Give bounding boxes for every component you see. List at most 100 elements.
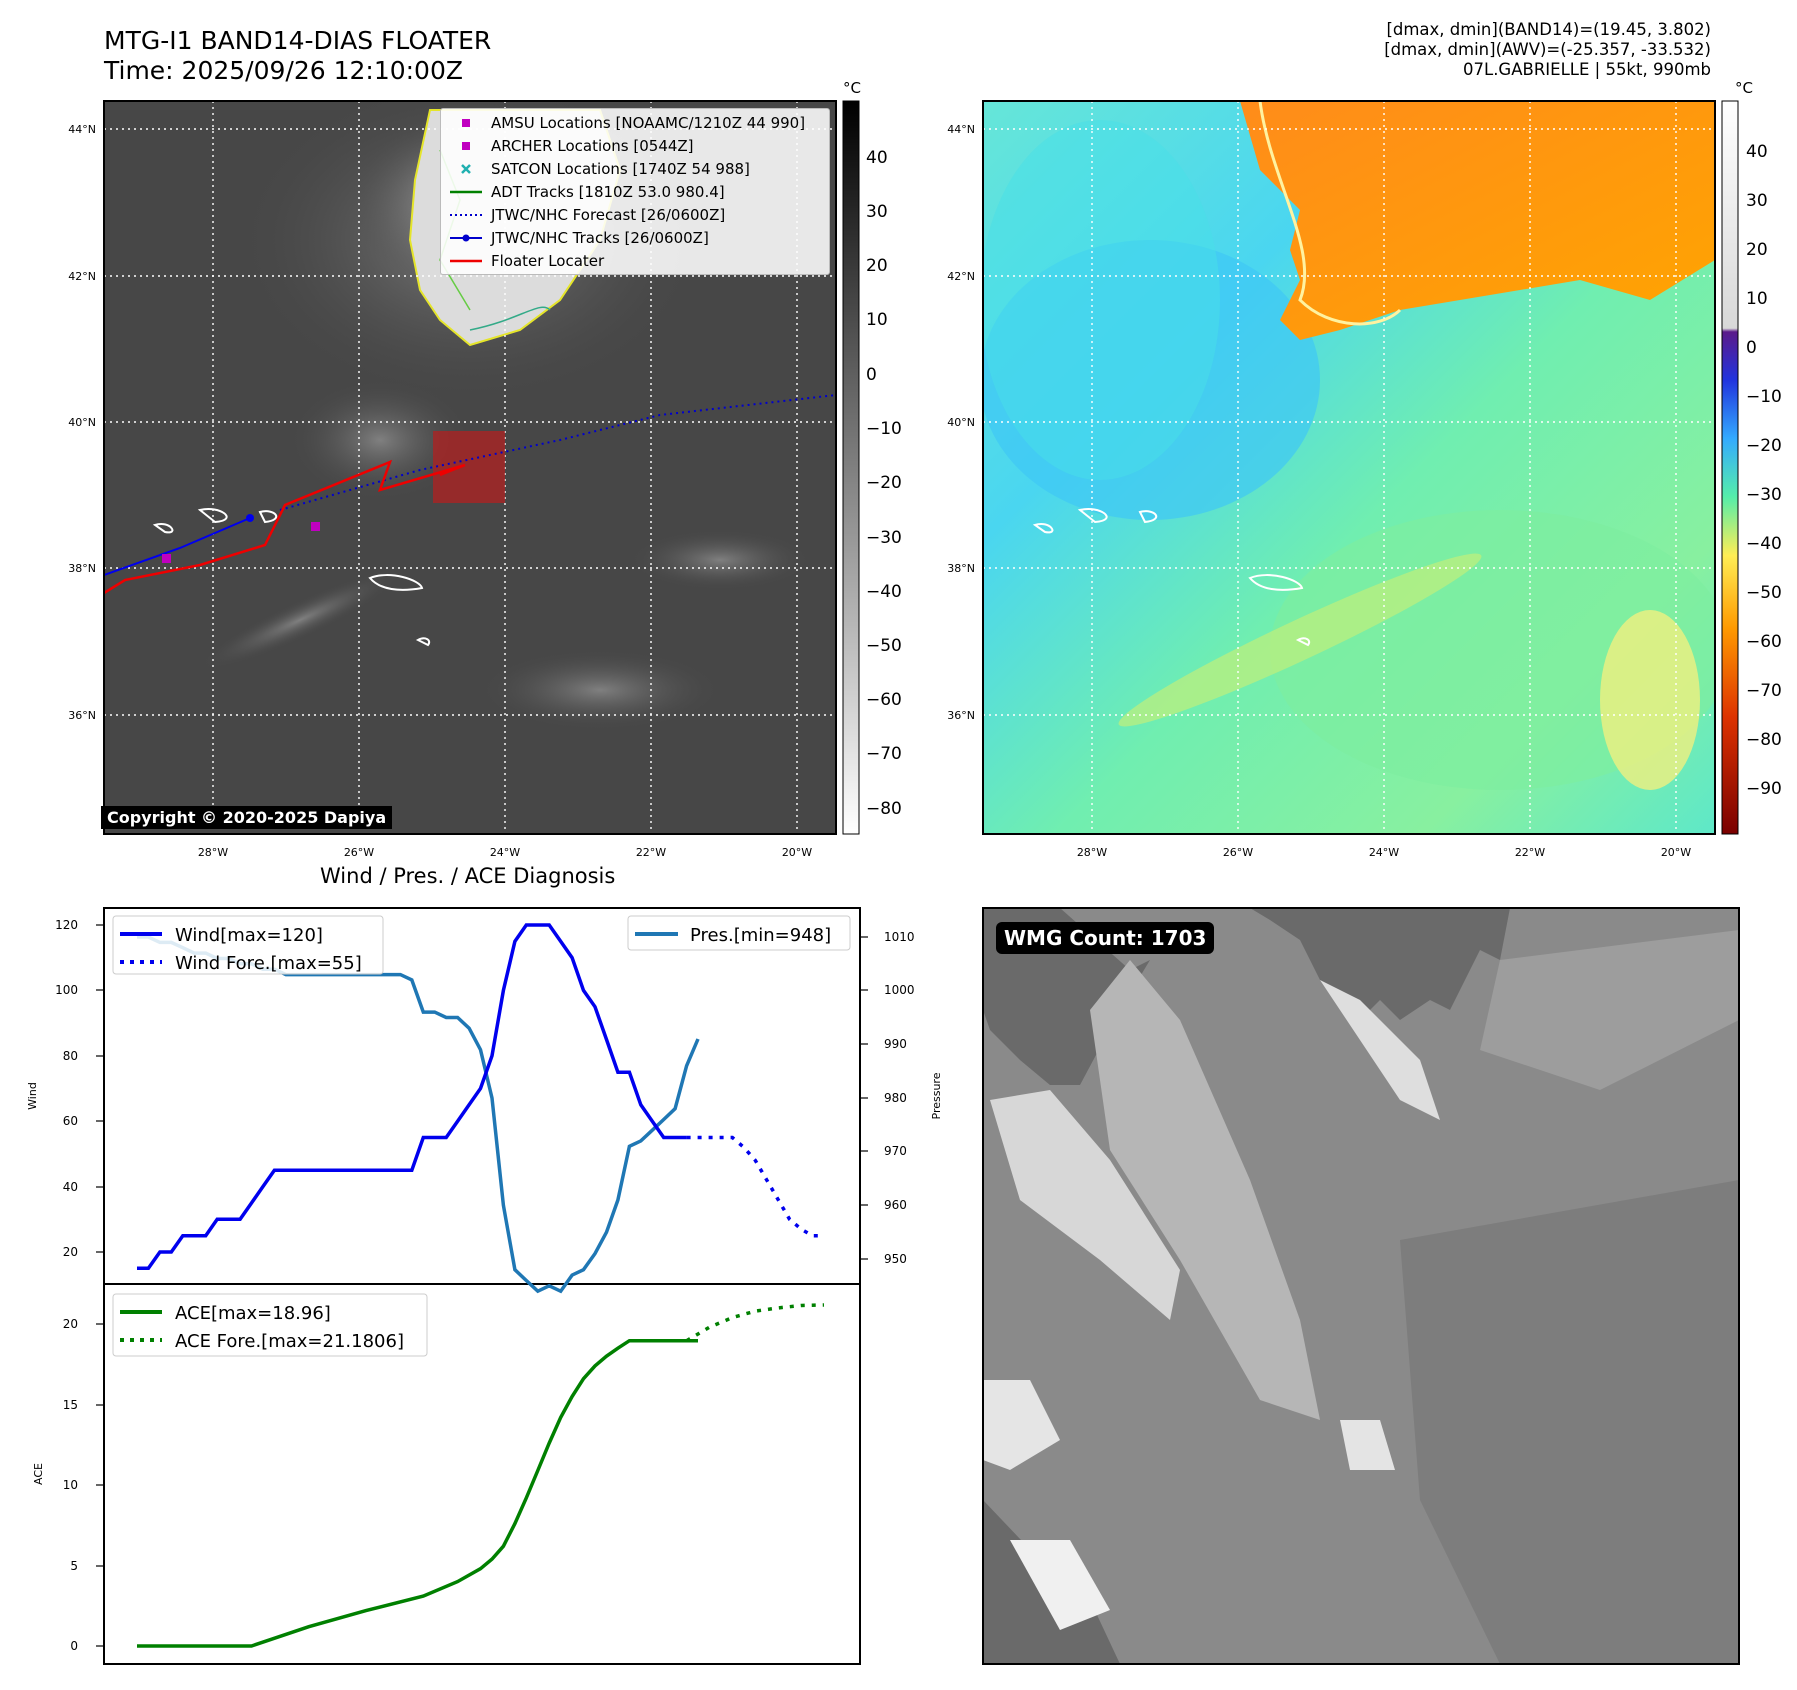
- svg-text:−30: −30: [866, 528, 902, 548]
- svg-text:42°N: 42°N: [947, 270, 975, 283]
- svg-text:80: 80: [63, 1049, 78, 1063]
- legend-symbol-icon: [441, 162, 491, 176]
- wmg-panel: [983, 908, 1739, 1664]
- title-time: Time: 2025/09/26 12:10:00Z: [104, 56, 463, 85]
- ir-legend-item: SATCON Locations [1740Z 54 988]: [441, 157, 829, 180]
- ir-legend-label: JTWC/NHC Forecast [26/0600Z]: [491, 205, 726, 224]
- svg-text:40: 40: [63, 1180, 78, 1194]
- ace-axis-label: ACE: [32, 1463, 45, 1485]
- ir-lat-36: 36°N: [68, 709, 96, 722]
- svg-text:1010: 1010: [884, 930, 915, 944]
- ir-legend-label: JTWC/NHC Tracks [26/0600Z]: [491, 228, 709, 247]
- ace-axis-ticks: 20 15 10 5 0: [63, 1317, 78, 1653]
- ace-series-layer: [137, 1303, 825, 1648]
- svg-text:20: 20: [866, 256, 888, 276]
- wind-axis-ticks: 120 100 80 60 40 20: [55, 918, 78, 1259]
- svg-text:28°W: 28°W: [1077, 846, 1107, 859]
- ir-legend-item: ADT Tracks [1810Z 53.0 980.4]: [441, 180, 829, 203]
- svg-text:38°N: 38°N: [947, 562, 975, 575]
- stats-storm: 07L.GABRIELLE | 55kt, 990mb: [1463, 60, 1711, 79]
- ir-lon-24: 24°W: [490, 846, 520, 859]
- svg-text:0: 0: [866, 365, 877, 385]
- svg-text:−60: −60: [1746, 632, 1782, 652]
- svg-text:−60: −60: [866, 690, 902, 710]
- svg-text:−40: −40: [1746, 534, 1782, 554]
- svg-text:970: 970: [884, 1144, 907, 1158]
- svg-text:−50: −50: [866, 636, 902, 656]
- wmg-count-badge: WMG Count: 1703: [996, 922, 1215, 954]
- forecast-track: [279, 394, 836, 511]
- svg-text:−20: −20: [866, 473, 902, 493]
- svg-text:−20: −20: [1746, 436, 1782, 456]
- legend-symbol-icon: [441, 185, 491, 199]
- ir-colorbar-unit: °C: [843, 79, 861, 97]
- legend-pres-label: Pres.[min=948]: [690, 925, 831, 946]
- svg-text:−50: −50: [1746, 583, 1782, 603]
- legend-symbol-icon: [441, 208, 491, 222]
- awv-gridlines: [983, 101, 1715, 834]
- stats-band14: [dmax, dmin](BAND14)=(19.45, 3.802): [1386, 20, 1711, 39]
- ir-legend-label: ADT Tracks [1810Z 53.0 980.4]: [491, 182, 725, 201]
- ir-legend-item: Floater Locater: [441, 249, 829, 272]
- svg-text:0: 0: [70, 1639, 78, 1653]
- ir-lat-44: 44°N: [68, 123, 96, 136]
- wind-line: [137, 923, 687, 1271]
- svg-text:30: 30: [1746, 191, 1768, 211]
- ir-lon-22: 22°W: [636, 846, 666, 859]
- svg-text:20: 20: [1746, 240, 1768, 260]
- svg-text:40: 40: [1746, 142, 1768, 162]
- awv-map: [983, 101, 1715, 834]
- stats-awv: [dmax, dmin](AWV)=(-25.357, -33.532): [1384, 40, 1711, 59]
- floater-locater-track: [104, 459, 466, 595]
- svg-text:20: 20: [63, 1245, 78, 1259]
- amsu-marker: [311, 522, 320, 531]
- svg-text:−90: −90: [1746, 779, 1782, 799]
- ir-legend-item: JTWC/NHC Tracks [26/0600Z]: [441, 226, 829, 249]
- svg-text:20°W: 20°W: [1661, 846, 1691, 859]
- svg-text:980: 980: [884, 1091, 907, 1105]
- ir-lon-26: 26°W: [344, 846, 374, 859]
- svg-text:40: 40: [866, 148, 888, 168]
- legend-symbol-icon: [441, 254, 491, 268]
- ace-legend: ACE[max=18.96] ACE Fore.[max=21.1806]: [112, 1293, 428, 1357]
- title-product: MTG-I1 BAND14-DIAS FLOATER: [104, 26, 492, 55]
- ace-forecast-line: [685, 1303, 825, 1343]
- svg-text:40°N: 40°N: [947, 416, 975, 429]
- ir-lon-28: 28°W: [198, 846, 228, 859]
- svg-text:10: 10: [866, 310, 888, 330]
- legend-symbol-icon: [441, 231, 491, 245]
- svg-text:950: 950: [884, 1252, 907, 1266]
- ir-legend-item: JTWC/NHC Forecast [26/0600Z]: [441, 203, 829, 226]
- svg-text:−10: −10: [866, 419, 902, 439]
- svg-text:15: 15: [63, 1398, 78, 1412]
- svg-text:20: 20: [63, 1317, 78, 1331]
- svg-text:−10: −10: [1746, 387, 1782, 407]
- legend-wind-fore-label: Wind Fore.[max=55]: [175, 953, 362, 974]
- awv-colorbar: [1721, 100, 1739, 835]
- ir-legend-label: AMSU Locations [NOAAMC/1210Z 44 990]: [491, 113, 806, 132]
- svg-text:36°N: 36°N: [947, 709, 975, 722]
- ir-map-legend: AMSU Locations [NOAAMC/1210Z 44 990] ARCH…: [440, 108, 830, 275]
- ir-legend-label: SATCON Locations [1740Z 54 988]: [491, 159, 750, 178]
- svg-text:0: 0: [1746, 338, 1757, 358]
- svg-text:10: 10: [63, 1478, 78, 1492]
- ir-colorbar-ticks: 40 30 20 10 0 −10 −20 −30 −40 −50 −60 −7…: [866, 148, 902, 819]
- ir-lat-42: 42°N: [68, 270, 96, 283]
- legend-symbol-icon: [441, 116, 491, 130]
- svg-text:5: 5: [70, 1559, 78, 1573]
- pressure-axis-label: Pressure: [930, 1072, 943, 1119]
- svg-text:−30: −30: [1746, 485, 1782, 505]
- svg-text:10: 10: [1746, 289, 1768, 309]
- svg-text:−70: −70: [1746, 681, 1782, 701]
- svg-text:22°W: 22°W: [1515, 846, 1545, 859]
- main-title: MTG-I1 BAND14-DIAS FLOATER Time: 2025/09…: [104, 26, 491, 86]
- ir-lat-38: 38°N: [68, 562, 96, 575]
- awv-colorbar-ticks: 40 30 20 10 0 −10 −20 −30 −40 −50 −60 −7…: [1746, 142, 1782, 799]
- ir-legend-item: AMSU Locations [NOAAMC/1210Z 44 990]: [441, 111, 829, 134]
- svg-text:44°N: 44°N: [947, 123, 975, 136]
- awv-axis-labels: 44°N 42°N 40°N 38°N 36°N 28°W 26°W 24°W …: [947, 123, 1691, 859]
- wind-legend: Wind[max=120] Wind Fore.[max=55]: [112, 915, 384, 975]
- ir-lon-20: 20°W: [782, 846, 812, 859]
- wind-forecast-line: [686, 1135, 824, 1238]
- svg-text:990: 990: [884, 1037, 907, 1051]
